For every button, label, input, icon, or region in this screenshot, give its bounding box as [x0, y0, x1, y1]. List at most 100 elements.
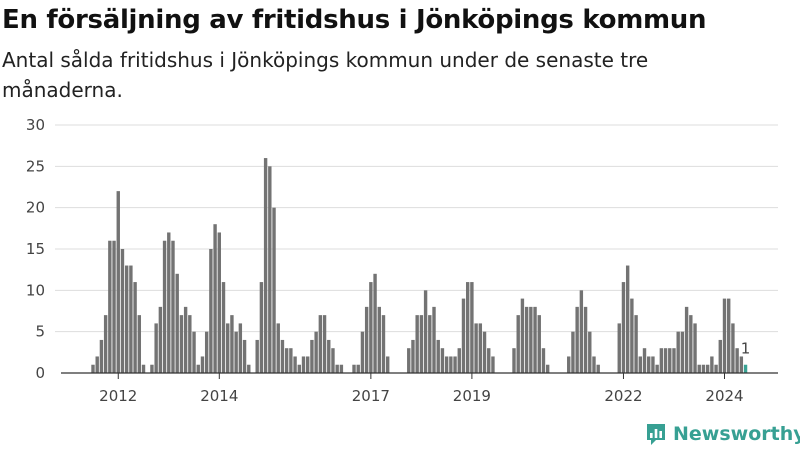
bar	[621, 282, 626, 373]
bar	[588, 331, 592, 373]
bar	[242, 339, 247, 373]
bar	[617, 323, 621, 373]
bar	[541, 348, 546, 373]
bar	[314, 331, 318, 373]
bar	[482, 331, 487, 373]
bar	[625, 265, 630, 373]
bar	[731, 323, 735, 373]
bar	[440, 348, 445, 373]
bar	[436, 339, 440, 373]
bar	[727, 298, 731, 373]
y-tick-label: 5	[35, 323, 45, 341]
bar	[524, 306, 529, 373]
bar	[352, 364, 356, 373]
bar	[516, 315, 520, 373]
bar	[188, 315, 192, 373]
bar	[196, 364, 200, 373]
bar	[226, 323, 230, 373]
bar	[676, 331, 680, 373]
bar	[537, 315, 541, 373]
bar	[137, 315, 142, 373]
bar	[179, 315, 184, 373]
bar	[318, 315, 323, 373]
bar	[684, 306, 689, 373]
bar	[234, 331, 238, 373]
bar	[293, 356, 297, 373]
bar	[230, 315, 234, 373]
bar	[200, 356, 205, 373]
bar	[386, 356, 390, 373]
bar	[449, 356, 453, 373]
bar	[668, 348, 672, 373]
bar	[120, 249, 125, 373]
bar	[651, 356, 655, 373]
bar	[116, 191, 120, 373]
bar	[722, 298, 727, 373]
bar	[638, 356, 642, 373]
bar	[221, 282, 226, 373]
bar	[470, 282, 474, 373]
bar	[428, 315, 432, 373]
y-tick-label: 30	[26, 116, 45, 134]
bar	[306, 356, 310, 373]
bar	[327, 339, 331, 373]
bar	[697, 364, 701, 373]
bar	[630, 298, 634, 373]
x-tick-label: 2014	[200, 387, 238, 405]
x-tick-label: 2024	[705, 387, 743, 405]
x-tick-label: 2012	[99, 387, 137, 405]
brand-name: Newsworthy	[673, 423, 800, 445]
bar	[284, 348, 289, 373]
bar	[642, 348, 647, 373]
bar	[339, 364, 344, 373]
bar	[263, 158, 268, 373]
bar	[301, 356, 306, 373]
bar	[154, 323, 158, 373]
bar	[268, 166, 272, 373]
bar	[272, 207, 276, 373]
chart-title: En försäljning av fritidshus i Jönköping…	[2, 5, 707, 35]
bar	[701, 364, 706, 373]
y-tick-label: 25	[26, 157, 45, 175]
bar	[99, 339, 104, 373]
bar	[583, 306, 588, 373]
bar	[289, 348, 293, 373]
x-tick-label: 2022	[604, 387, 642, 405]
newsworthy-brand[interactable]: Newsworthy	[645, 420, 800, 448]
bar	[432, 306, 436, 373]
latest-value-label: 1	[741, 340, 751, 358]
bar	[487, 348, 491, 373]
bar	[192, 331, 196, 373]
bar	[545, 364, 550, 373]
bar	[465, 282, 470, 373]
bar	[739, 356, 744, 373]
bar	[567, 356, 571, 373]
bar	[444, 356, 449, 373]
x-tick-label: 2019	[453, 387, 491, 405]
bar	[238, 323, 243, 373]
bar	[112, 240, 116, 373]
bar	[276, 323, 280, 373]
bar	[474, 323, 478, 373]
bar	[680, 331, 685, 373]
bar	[280, 339, 285, 373]
bar	[735, 348, 739, 373]
bar	[575, 306, 579, 373]
chart-subtitle: Antal sålda fritidshus i Jönköpings komm…	[2, 48, 649, 102]
bar	[705, 364, 710, 373]
bar	[423, 290, 428, 373]
bar	[162, 240, 167, 373]
bar	[310, 339, 314, 373]
bar	[672, 348, 676, 373]
bar	[579, 290, 584, 373]
bar	[377, 306, 381, 373]
bar	[108, 240, 112, 373]
bar	[322, 315, 327, 373]
bar	[491, 356, 495, 373]
bar	[175, 273, 179, 373]
bar	[356, 364, 360, 373]
bar	[141, 364, 146, 373]
bar	[91, 364, 95, 373]
bar	[457, 348, 461, 373]
bar	[693, 323, 697, 373]
